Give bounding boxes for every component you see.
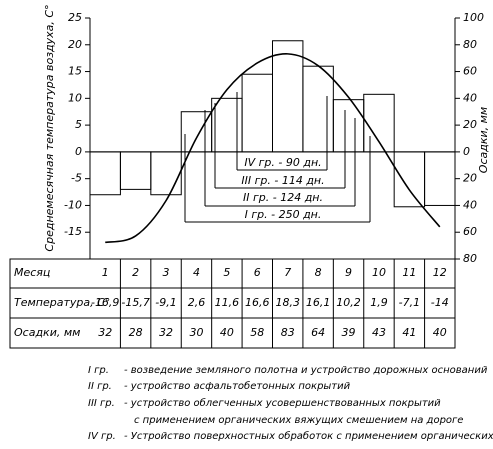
precip-bar — [89, 151, 121, 196]
note-text: - возведение земляного полотна и устройс… — [124, 365, 488, 376]
precip-bar — [119, 151, 152, 190]
y-tick-label: 10 — [68, 91, 82, 104]
y2-tick-label: 60 — [463, 225, 477, 238]
note-label: IV гр. — [88, 431, 116, 442]
y2-tick-label: 40 — [463, 198, 477, 211]
precip-bar — [302, 65, 334, 153]
table-cell: 40 — [220, 326, 234, 339]
table-cell: 18,3 — [275, 296, 300, 309]
month-label: 5 — [223, 266, 230, 279]
table-cell: 43 — [372, 326, 386, 339]
y-tick-label: 20 — [68, 38, 82, 51]
month-label: 10 — [372, 266, 386, 279]
y-tick-label: 25 — [68, 11, 82, 24]
precip-bar — [150, 151, 182, 196]
table-cell: 58 — [250, 326, 264, 339]
table-cell: -14 — [431, 296, 449, 309]
note-text: - устройство облегченных усовершенствова… — [124, 397, 441, 409]
row-header: Месяц — [14, 266, 50, 279]
table-cell: -16,9 — [91, 296, 119, 309]
month-label: 2 — [132, 266, 139, 279]
y2-tick-label: 60 — [463, 65, 477, 78]
table-cell: 16,1 — [306, 296, 331, 309]
note-label: I гр. — [88, 365, 109, 376]
note-text: с применением органических вяжущих смеше… — [134, 415, 463, 426]
brackets — [184, 92, 371, 223]
y-axis-label: Среднемесячная температура воздуха, С° — [43, 4, 56, 251]
y2-tick-label: 80 — [463, 38, 477, 51]
note-label: III гр. — [88, 398, 115, 409]
table-cell: 64 — [311, 326, 325, 339]
y-tick-label: -5 — [71, 172, 82, 185]
table-cell: -9,1 — [155, 296, 176, 309]
y2-axis-label: Осадки, мм — [477, 107, 490, 173]
month-label: 4 — [193, 266, 200, 279]
table-border — [9, 258, 456, 349]
table-cell: 40 — [433, 326, 447, 339]
temperature-line — [105, 53, 441, 244]
month-label: 1 — [102, 266, 109, 279]
table-cell: -15,7 — [121, 296, 149, 309]
annotation: IV гр. - 90 дн. — [244, 156, 321, 169]
month-label: 12 — [433, 266, 447, 279]
precip-bar — [332, 99, 365, 153]
annotation: III гр. - 114 дн. — [241, 174, 324, 187]
month-label: 11 — [402, 266, 416, 279]
precip-bar — [424, 151, 456, 206]
table-cell: 39 — [342, 326, 356, 339]
row-header: Температура, С° — [14, 296, 110, 309]
row-header: Осадки, мм — [14, 326, 80, 339]
table-cell: 28 — [129, 326, 143, 339]
y-tick-label: -15 — [64, 225, 82, 238]
y2-tick-label: 20 — [463, 172, 477, 185]
month-label: 3 — [163, 266, 170, 279]
table-cell: 83 — [281, 326, 295, 339]
y2-tick-label: 80 — [463, 252, 477, 265]
table-cell: 11,6 — [215, 296, 240, 309]
annotation: I гр. - 250 дн. — [245, 208, 322, 221]
y2-tick-label: 0 — [463, 145, 470, 158]
month-label: 7 — [284, 266, 291, 279]
note-text: - Устройство поверхностных обработок с п… — [124, 430, 493, 442]
note-label: II гр. — [88, 381, 112, 392]
table-cell: 16,6 — [245, 296, 270, 309]
table-cell: -7,1 — [399, 296, 420, 309]
precip-bar — [363, 93, 395, 153]
table-cell: 32 — [98, 326, 112, 339]
month-label: 6 — [254, 266, 261, 279]
precip-bar — [272, 40, 304, 153]
y2-tick-label: 20 — [463, 118, 477, 131]
month-label: 9 — [345, 266, 352, 279]
table-cell: 32 — [159, 326, 173, 339]
note-text: - устройство асфальтобетонных покрытий — [124, 380, 351, 392]
y-tick-label: 0 — [75, 145, 82, 158]
table-cell: 30 — [189, 326, 203, 339]
precip-bar — [393, 151, 426, 208]
table-cell: 1,9 — [370, 296, 388, 309]
y-tick-label: 15 — [68, 65, 82, 78]
y-tick-label: 5 — [75, 118, 82, 131]
month-label: 8 — [315, 266, 322, 279]
table-cell: 41 — [402, 326, 416, 339]
y2-tick-label: 40 — [463, 91, 477, 104]
y-tick-label: -10 — [64, 198, 82, 211]
precip-bar — [211, 97, 243, 153]
precip-bar — [241, 73, 273, 153]
table-cell: 10,2 — [336, 296, 361, 309]
annotation: II гр. - 124 дн. — [243, 191, 323, 204]
y2-tick-label: 100 — [463, 11, 484, 24]
table-cell: 2,6 — [188, 296, 206, 309]
